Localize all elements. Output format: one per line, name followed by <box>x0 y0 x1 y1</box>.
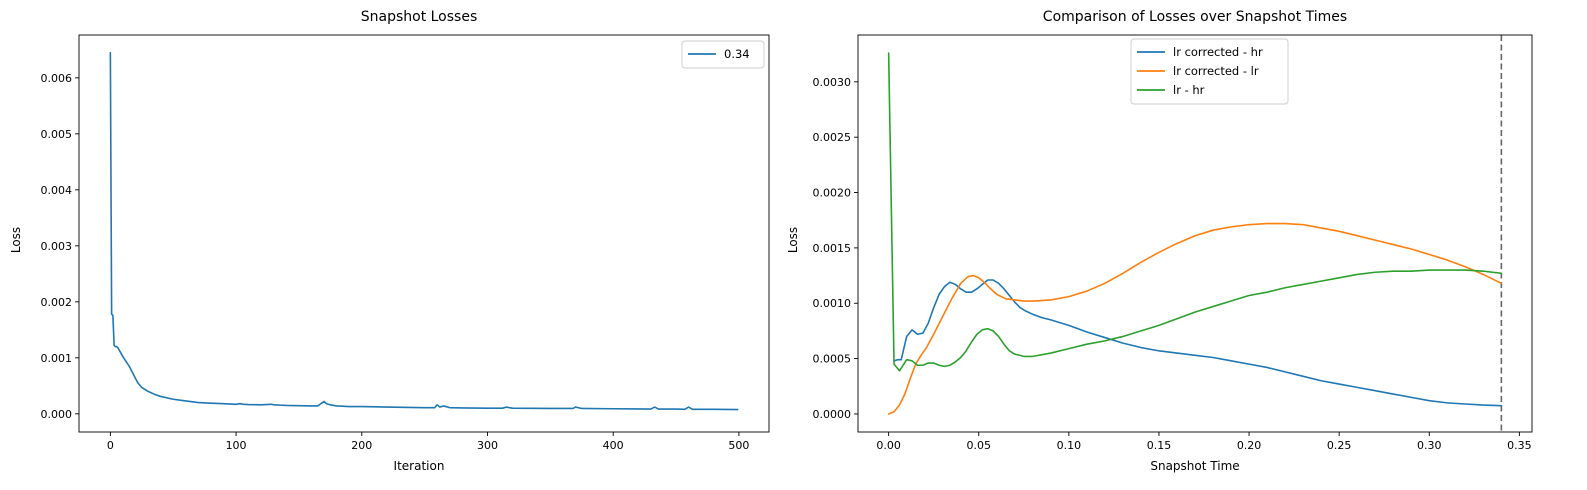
chart-title: Snapshot Losses <box>361 9 478 25</box>
series-line-lr-corrected-lr <box>887 222 1503 415</box>
chart-title: Comparison of Losses over Snapshot Times <box>1043 9 1347 25</box>
y-tick-label: 0.006 <box>41 72 73 85</box>
legend-box <box>1130 38 1289 105</box>
chart-loss-comparison: Comparison of Losses over Snapshot Times… <box>786 9 1533 473</box>
y-tick-label: 0.0010 <box>813 297 852 310</box>
x-tick-label: 200 <box>351 439 372 452</box>
legend-label: lr corrected - lr <box>1173 64 1259 78</box>
x-tick-label: 500 <box>728 439 749 452</box>
y-tick-label: 0.005 <box>41 128 73 141</box>
plot-series <box>887 52 1503 415</box>
plot-frame <box>78 34 770 433</box>
x-tick-label: 0.10 <box>1057 439 1082 452</box>
y-tick-label: 0.0015 <box>813 242 852 255</box>
y-tick-label: 0.002 <box>41 296 73 309</box>
x-axis-label: Snapshot Time <box>1150 459 1239 473</box>
legend-label: 0.34 <box>724 47 750 61</box>
x-tick-label: 0.00 <box>876 439 901 452</box>
series-line-lr-hr <box>887 52 1503 372</box>
y-tick-label: 0.003 <box>41 240 73 253</box>
legend-label: lr corrected - hr <box>1173 45 1263 59</box>
x-tick-label: 0.05 <box>966 439 991 452</box>
x-tick-label: 0 <box>107 439 114 452</box>
x-tick-label: 300 <box>477 439 498 452</box>
chart-snapshot-losses: Snapshot Losses Iteration Loss 0 100 200 30… <box>9 9 770 473</box>
x-tick-label: 400 <box>603 439 624 452</box>
legend-box <box>681 40 765 69</box>
legend-label: lr - hr <box>1173 83 1205 97</box>
plot-series <box>109 51 739 411</box>
axis-ticks: 0 100 200 300 400 500 0.000 0.001 0.002 0.003 0.00… <box>41 72 750 452</box>
y-tick-label: 0.004 <box>41 184 73 197</box>
y-axis-label: Loss <box>786 227 800 253</box>
series-line-0-34 <box>109 51 739 411</box>
x-axis-label: Iteration <box>394 459 445 473</box>
y-tick-label: 0.000 <box>41 408 73 421</box>
y-tick-label: 0.0025 <box>813 131 852 144</box>
x-tick-label: 0.35 <box>1507 439 1532 452</box>
x-tick-label: 0.30 <box>1417 439 1442 452</box>
y-axis-label: Loss <box>9 227 23 253</box>
x-tick-label: 0.15 <box>1147 439 1172 452</box>
axis-ticks: 0.00 0.05 0.10 0.15 0.20 0.25 0.30 0.35 0.0000 0.… <box>813 76 1532 452</box>
y-tick-label: 0.0005 <box>813 353 852 366</box>
series-line-lr-corrected-hr <box>893 279 1503 407</box>
y-tick-label: 0.001 <box>41 352 73 365</box>
y-tick-label: 0.0030 <box>813 76 852 89</box>
y-tick-label: 0.0020 <box>813 187 852 200</box>
legend: 0.34 <box>681 40 765 69</box>
x-tick-label: 100 <box>226 439 247 452</box>
y-tick-label: 0.0000 <box>813 408 852 421</box>
x-tick-label: 0.20 <box>1237 439 1262 452</box>
plot-frame <box>857 34 1533 433</box>
legend: lr corrected - hr lr corrected - lr lr - h… <box>1130 38 1289 105</box>
x-tick-label: 0.25 <box>1327 439 1352 452</box>
